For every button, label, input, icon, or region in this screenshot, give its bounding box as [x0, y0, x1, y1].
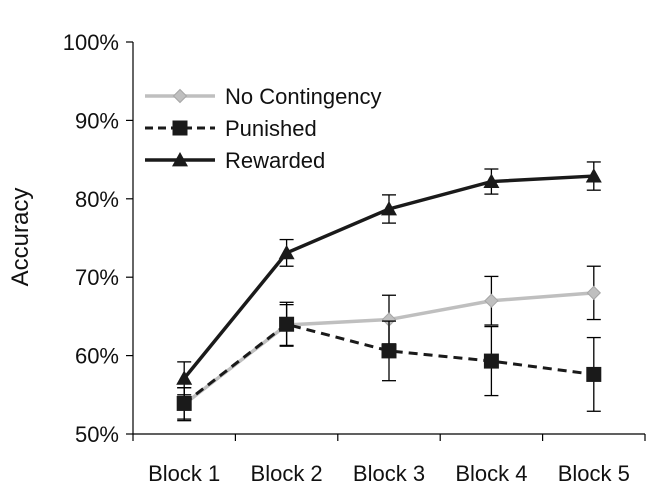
- series-punished: [176, 301, 602, 420]
- series-rewarded: [176, 161, 602, 396]
- x-tick-label: Block 1: [148, 461, 220, 486]
- x-tick-label: Block 2: [251, 461, 323, 486]
- y-tick-label: 60%: [75, 344, 119, 369]
- legend-label: No Contingency: [225, 84, 382, 109]
- y-tick-label: 70%: [75, 265, 119, 290]
- square-marker: [586, 366, 602, 382]
- y-tick-label: 100%: [63, 30, 119, 55]
- x-tick-label: Block 3: [353, 461, 425, 486]
- legend: No Contingency Punished Rewarded: [145, 84, 382, 173]
- square-marker: [172, 120, 188, 136]
- square-marker: [279, 316, 295, 332]
- legend-label: Punished: [225, 116, 317, 141]
- diamond-marker: [586, 285, 602, 301]
- triangle-marker: [483, 173, 500, 188]
- axes: [132, 42, 645, 435]
- triangle-marker: [381, 200, 397, 216]
- triangle-marker: [172, 152, 188, 167]
- diamond-marker: [172, 88, 188, 104]
- diamond-marker: [484, 293, 499, 308]
- y-tick-label: 50%: [75, 422, 119, 447]
- legend-item: Punished: [145, 116, 317, 141]
- x-tick-label: Block 4: [455, 461, 527, 486]
- square-marker: [381, 343, 397, 359]
- y-axis-ticks: 50% 60% 70% 80% 90% 100%: [63, 30, 133, 447]
- x-axis-ticks: Block 1 Block 2 Block 3 Block 4 Block 5: [132, 434, 646, 486]
- triangle-marker: [278, 244, 295, 260]
- legend-item: Rewarded: [145, 148, 325, 173]
- x-tick-label: Block 5: [558, 461, 630, 486]
- square-marker: [483, 353, 499, 369]
- legend-item: No Contingency: [145, 84, 382, 109]
- triangle-marker: [176, 370, 193, 385]
- triangle-marker: [585, 168, 602, 183]
- y-tick-label: 90%: [75, 108, 119, 133]
- legend-label: Rewarded: [225, 148, 325, 173]
- square-marker: [176, 395, 192, 411]
- series-layer: [176, 161, 602, 422]
- y-axis-title: Accuracy: [7, 188, 34, 287]
- y-tick-label: 80%: [75, 187, 119, 212]
